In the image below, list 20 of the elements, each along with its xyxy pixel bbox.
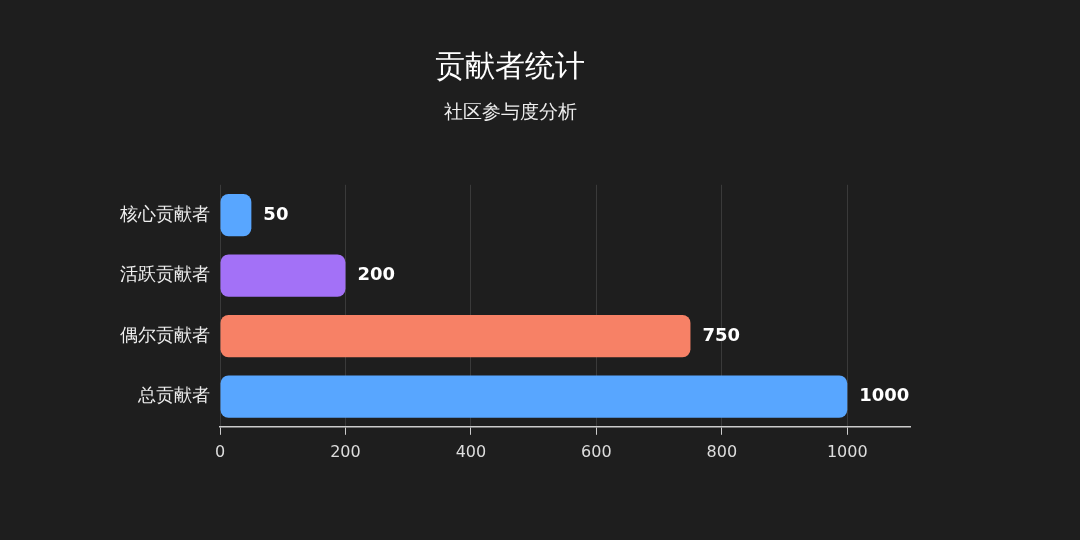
x-tick-label: 800 xyxy=(706,441,738,461)
bar xyxy=(220,193,252,237)
x-tick-label: 400 xyxy=(455,441,487,461)
data-label: 200 xyxy=(357,263,396,285)
x-tick-label: 600 xyxy=(581,441,612,461)
chart-title: 贡献者统计 xyxy=(435,47,585,83)
x-tick-label: 1000 xyxy=(826,441,868,461)
data-label: 50 xyxy=(263,202,289,224)
data-label: 750 xyxy=(702,323,741,345)
x-tick-label: 0 xyxy=(214,441,226,461)
y-tick-label: 偶尔贡献者 xyxy=(120,323,210,345)
y-tick-label: 活跃贡献者 xyxy=(120,263,210,285)
bar xyxy=(220,254,346,297)
data-label: 1000 xyxy=(859,384,910,406)
x-tick-label: 200 xyxy=(330,441,361,461)
chart-subtitle: 社区参与度分析 xyxy=(443,100,577,123)
y-tick-label: 核心贡献者 xyxy=(119,202,210,224)
bar xyxy=(220,314,691,358)
bar xyxy=(220,375,848,418)
y-tick-label: 总贡献者 xyxy=(137,384,210,406)
